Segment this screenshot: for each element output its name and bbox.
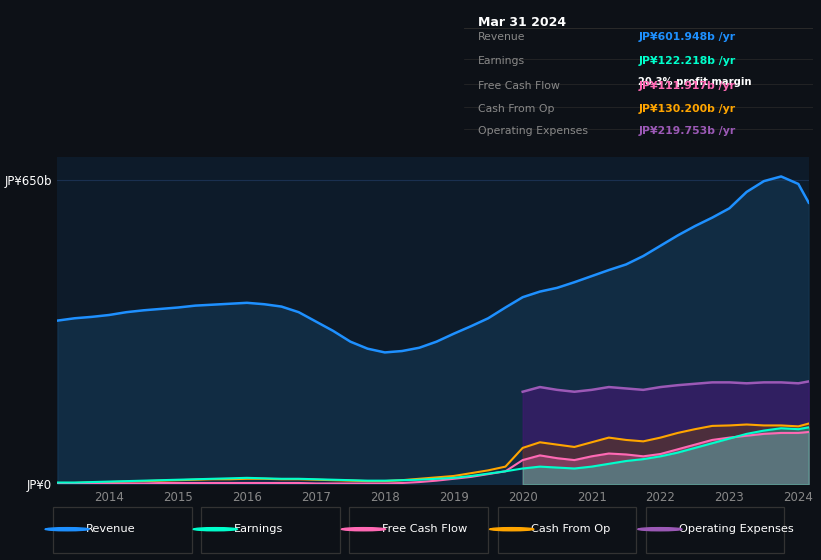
Text: Operating Expenses: Operating Expenses [478,126,588,136]
Circle shape [489,528,534,531]
Text: 20.3% profit margin: 20.3% profit margin [639,77,752,87]
Text: Free Cash Flow: Free Cash Flow [383,524,468,534]
Text: JP¥130.200b /yr: JP¥130.200b /yr [639,104,736,114]
Circle shape [45,528,89,531]
Text: JP¥122.218b /yr: JP¥122.218b /yr [639,56,736,66]
Circle shape [342,528,386,531]
Circle shape [193,528,237,531]
Circle shape [638,528,682,531]
Text: Mar 31 2024: Mar 31 2024 [478,16,566,29]
Text: Revenue: Revenue [478,32,525,43]
Text: JP¥219.753b /yr: JP¥219.753b /yr [639,126,736,136]
Text: Cash From Op: Cash From Op [530,524,610,534]
Text: JP¥111.917b /yr: JP¥111.917b /yr [639,81,736,91]
Text: Operating Expenses: Operating Expenses [679,524,794,534]
Text: Earnings: Earnings [478,56,525,66]
Text: Earnings: Earnings [234,524,284,534]
Text: Cash From Op: Cash From Op [478,104,554,114]
Text: JP¥601.948b /yr: JP¥601.948b /yr [639,32,736,43]
Text: Revenue: Revenue [86,524,135,534]
Text: Free Cash Flow: Free Cash Flow [478,81,560,91]
